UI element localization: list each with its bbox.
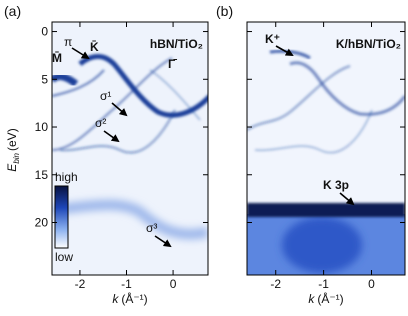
- annotation: σ²: [95, 116, 106, 130]
- colorbar-low: low: [55, 250, 73, 264]
- x-axis-label-main: k: [308, 292, 315, 306]
- annotation: σ¹: [100, 89, 111, 103]
- image-b: [247, 22, 405, 275]
- annotation: M̄: [52, 51, 62, 65]
- y-tick-label: 10: [35, 120, 49, 134]
- y-axis-label-main: E: [5, 163, 19, 172]
- x-tick-label: -2: [75, 277, 86, 291]
- image-a: [52, 22, 208, 275]
- x-tick-label: -1: [121, 277, 132, 291]
- x-tick-label: 0: [368, 277, 375, 291]
- y-tick-label: 20: [35, 215, 49, 229]
- x-axis-label-unit: (Å⁻¹): [317, 291, 343, 306]
- y-tick-label: 0: [41, 25, 48, 39]
- x-axis-label-unit: (Å⁻¹): [121, 291, 147, 306]
- annotation: K̄: [90, 40, 99, 54]
- y-axis-label: Ebin(eV): [5, 128, 21, 171]
- x-tick-label: -2: [270, 277, 281, 291]
- x-tick-label: 0: [170, 277, 177, 291]
- frame-a: [51, 21, 209, 276]
- arrow: [71, 47, 90, 60]
- annotation: π: [64, 35, 72, 49]
- annotation: σ³: [146, 221, 157, 235]
- y-axis-label-sub: bin: [12, 152, 21, 163]
- panel-label: (b): [216, 3, 233, 19]
- x-axis-label-main: k: [112, 292, 119, 306]
- x-tick-label: -1: [318, 277, 329, 291]
- arrow: [103, 130, 120, 143]
- arrow: [111, 102, 128, 117]
- annotation: K⁺: [265, 32, 280, 46]
- panel-label: (a): [4, 3, 21, 19]
- annotation: K 3p: [323, 178, 349, 192]
- arrow: [154, 235, 172, 248]
- colorbar-high: high: [55, 170, 78, 184]
- arrow: [275, 45, 294, 56]
- sample-label: hBN/TiO₂: [150, 37, 203, 51]
- x-axis-label: k (Å⁻¹): [112, 291, 147, 306]
- x-axis-label: k (Å⁻¹): [308, 291, 343, 306]
- arrow: [339, 192, 355, 206]
- frame-b: [246, 21, 406, 276]
- sample-label: K/hBN/TiO₂: [336, 37, 401, 51]
- y-tick-label: 15: [35, 168, 49, 182]
- y-axis-label-unit: (eV): [5, 128, 19, 151]
- annotation: Γ̄: [168, 57, 177, 71]
- y-tick-label: 5: [41, 72, 48, 86]
- colorbar: [54, 185, 69, 249]
